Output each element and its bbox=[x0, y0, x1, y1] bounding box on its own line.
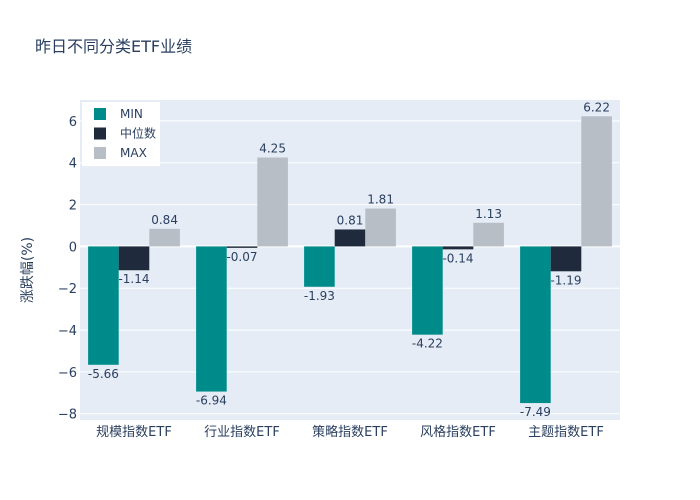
legend-label: MIN bbox=[120, 107, 143, 121]
y-tick-label: 0 bbox=[69, 240, 77, 255]
y-tick-label: 6 bbox=[69, 115, 77, 130]
y-tick-label: 2 bbox=[69, 199, 77, 214]
y-tick-label: −6 bbox=[58, 366, 77, 381]
data-label: -1.93 bbox=[304, 289, 335, 303]
legend-label: MAX bbox=[120, 146, 147, 160]
data-label: 6.22 bbox=[583, 100, 610, 114]
bar bbox=[304, 246, 335, 287]
data-label: -5.66 bbox=[88, 367, 119, 381]
bar bbox=[581, 116, 612, 247]
legend-swatch bbox=[94, 108, 106, 120]
legend: MIN 中位数 MAX bbox=[82, 102, 160, 166]
data-label: -1.19 bbox=[550, 273, 581, 287]
data-label: -7.49 bbox=[520, 405, 551, 419]
x-tick-label: 策略指数ETF bbox=[312, 424, 388, 440]
bar bbox=[149, 228, 180, 247]
data-label: -0.07 bbox=[226, 250, 257, 264]
x-tick-label: 风格指数ETF bbox=[420, 424, 496, 440]
data-label: -1.14 bbox=[118, 272, 149, 286]
legend-swatch bbox=[94, 127, 106, 140]
bar bbox=[550, 246, 582, 272]
bar bbox=[118, 246, 150, 271]
data-label: -4.22 bbox=[412, 337, 443, 351]
y-axis-title: 涨跌幅(%) bbox=[20, 237, 36, 303]
chart-title: 昨日不同分类ETF业绩 bbox=[35, 37, 193, 56]
bar bbox=[88, 246, 119, 365]
data-label: 0.84 bbox=[151, 213, 178, 227]
bar bbox=[257, 157, 288, 247]
bar bbox=[442, 246, 474, 250]
bar bbox=[412, 246, 443, 335]
data-label: 0.81 bbox=[337, 213, 364, 227]
data-label: 1.13 bbox=[475, 207, 502, 221]
bar bbox=[226, 246, 258, 248]
y-tick-label: 4 bbox=[69, 157, 77, 172]
y-tick-label: −2 bbox=[58, 282, 77, 297]
legend-swatch bbox=[94, 147, 106, 159]
y-tick-label: −4 bbox=[58, 324, 77, 339]
y-tick-label: −8 bbox=[58, 408, 77, 423]
x-tick-label: 行业指数ETF bbox=[204, 425, 280, 440]
bar bbox=[334, 229, 366, 247]
x-tick-label: 规模指数ETF bbox=[96, 425, 172, 440]
data-label: 4.25 bbox=[259, 142, 286, 156]
data-label: 1.81 bbox=[367, 193, 394, 207]
data-label: -0.14 bbox=[442, 251, 473, 265]
bar bbox=[520, 246, 551, 404]
data-label: -6.94 bbox=[196, 394, 227, 408]
bar bbox=[196, 246, 227, 392]
bar bbox=[365, 208, 396, 247]
x-tick-label: 主题指数ETF bbox=[528, 425, 604, 440]
legend-label: 中位数 bbox=[120, 126, 156, 141]
bar bbox=[473, 222, 504, 247]
